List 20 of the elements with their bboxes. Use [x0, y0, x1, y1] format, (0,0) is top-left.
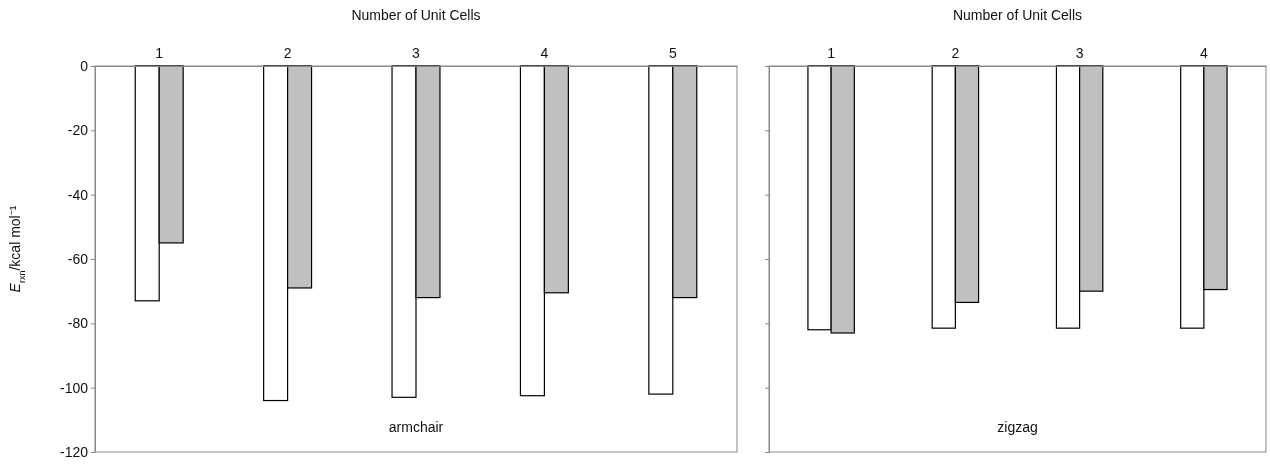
x-tick-label: 4: [540, 45, 549, 61]
y-tick-label: -40: [67, 186, 89, 203]
x-tick-label: 1: [827, 45, 836, 61]
y-tick-label: -20: [67, 122, 89, 139]
y-tick-label: 0: [80, 57, 89, 74]
y-tick-label: -120: [59, 443, 89, 460]
annotation: zigzag: [997, 419, 1038, 435]
x-tick-label: 3: [1075, 45, 1084, 61]
x-tick-label: 2: [283, 45, 292, 61]
y-tick-label: -60: [67, 250, 89, 267]
x-tick-label: 2: [951, 45, 960, 61]
x-axis-title: Number of Unit Cells: [952, 7, 1083, 23]
x-tick-label: 1: [155, 45, 164, 61]
annotation: armchair: [388, 419, 444, 435]
x-tick-label: 5: [668, 45, 677, 61]
x-tick-label: 4: [1199, 45, 1208, 61]
y-tick-label: -80: [67, 315, 89, 332]
x-axis-title: Number of Unit Cells: [351, 7, 481, 23]
x-tick-label: 3: [412, 45, 421, 61]
y-tick-label: -100: [59, 379, 89, 396]
